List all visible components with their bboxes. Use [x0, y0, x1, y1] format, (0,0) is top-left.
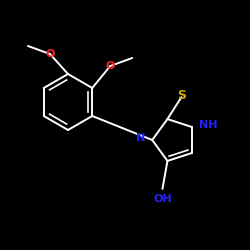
Text: O: O [45, 49, 55, 59]
Text: S: S [177, 88, 186, 102]
Text: O: O [106, 61, 115, 71]
Text: OH: OH [153, 194, 172, 204]
Text: NH: NH [199, 120, 218, 130]
Text: N: N [136, 133, 145, 143]
